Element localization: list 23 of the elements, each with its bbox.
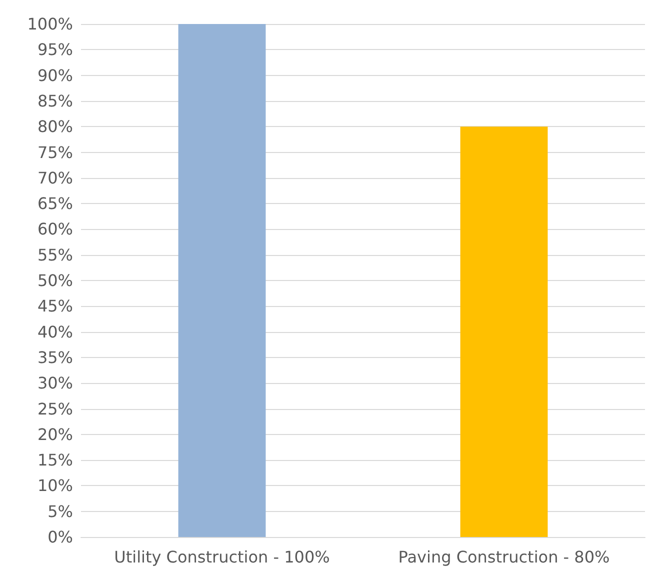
y-tick-label: 25% (37, 399, 73, 418)
y-tick-label: 55% (37, 245, 73, 264)
y-tick-label: 80% (37, 117, 73, 136)
y-tick-label: 45% (37, 296, 73, 316)
y-tick-label: 75% (37, 142, 73, 162)
y-tick-label: 50% (37, 271, 73, 290)
y-tick-label: 90% (37, 66, 73, 85)
y-tick-label: 20% (37, 424, 73, 444)
y-tick-label: 65% (37, 194, 73, 214)
y-tick-label: 40% (37, 322, 73, 342)
x-tick-label: Utility Construction - 100% (114, 548, 330, 566)
y-tick-label: 15% (37, 450, 73, 470)
x-tick-label: Paving Construction - 80% (398, 548, 610, 566)
y-tick-label: 5% (48, 502, 73, 521)
y-tick-label: 10% (37, 476, 73, 496)
y-tick-label: 100% (27, 14, 73, 34)
y-tick-label: 70% (37, 168, 73, 188)
y-tick-label: 85% (37, 91, 73, 110)
y-tick-label: 60% (37, 220, 73, 239)
y-tick-label: 0% (48, 528, 73, 546)
y-tick-label: 35% (37, 348, 73, 367)
y-tick-label: 30% (37, 374, 73, 393)
y-tick-label: 95% (37, 40, 73, 60)
